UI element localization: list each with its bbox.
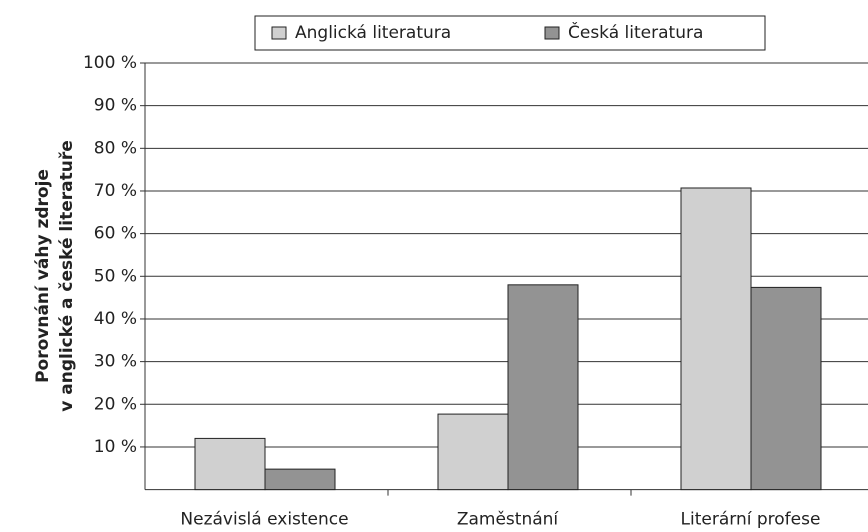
x-tick-label: Literární profese	[681, 510, 821, 530]
legend-label: Česká literatura	[568, 21, 703, 43]
bar	[264, 468, 336, 491]
x-tick-label: Zaměstnání	[457, 510, 560, 530]
legend-swatch	[544, 26, 560, 40]
y-tick-label: 50 %	[94, 266, 137, 286]
y-tick-label: 100 %	[83, 53, 137, 73]
legend-label: Anglická literatura	[295, 23, 451, 43]
y-tick-label: 10 %	[94, 437, 137, 457]
y-tick-label: 30 %	[94, 352, 137, 372]
y-tick-label: 90 %	[94, 96, 137, 116]
bar	[680, 187, 752, 491]
y-axis-label-line: v anglické a české literatuře	[57, 140, 77, 412]
y-tick-label: 70 %	[94, 181, 137, 201]
y-tick-label: 60 %	[94, 224, 137, 244]
y-tick-label: 40 %	[94, 309, 137, 329]
legend-swatch	[271, 26, 287, 40]
y-axis-label-line: Porovnání váhy zdroje	[33, 169, 53, 383]
y-axis-label: Porovnání váhy zdroje v anglické a české…	[33, 140, 77, 412]
y-tick-label: 20 %	[94, 394, 137, 414]
bar	[507, 284, 579, 491]
x-tick-label: Nezávislá existence	[180, 510, 348, 530]
bar	[194, 437, 266, 491]
bar	[750, 286, 822, 491]
legend-box	[254, 15, 766, 51]
y-tick-label: 80 %	[94, 138, 137, 158]
bar	[437, 413, 509, 491]
